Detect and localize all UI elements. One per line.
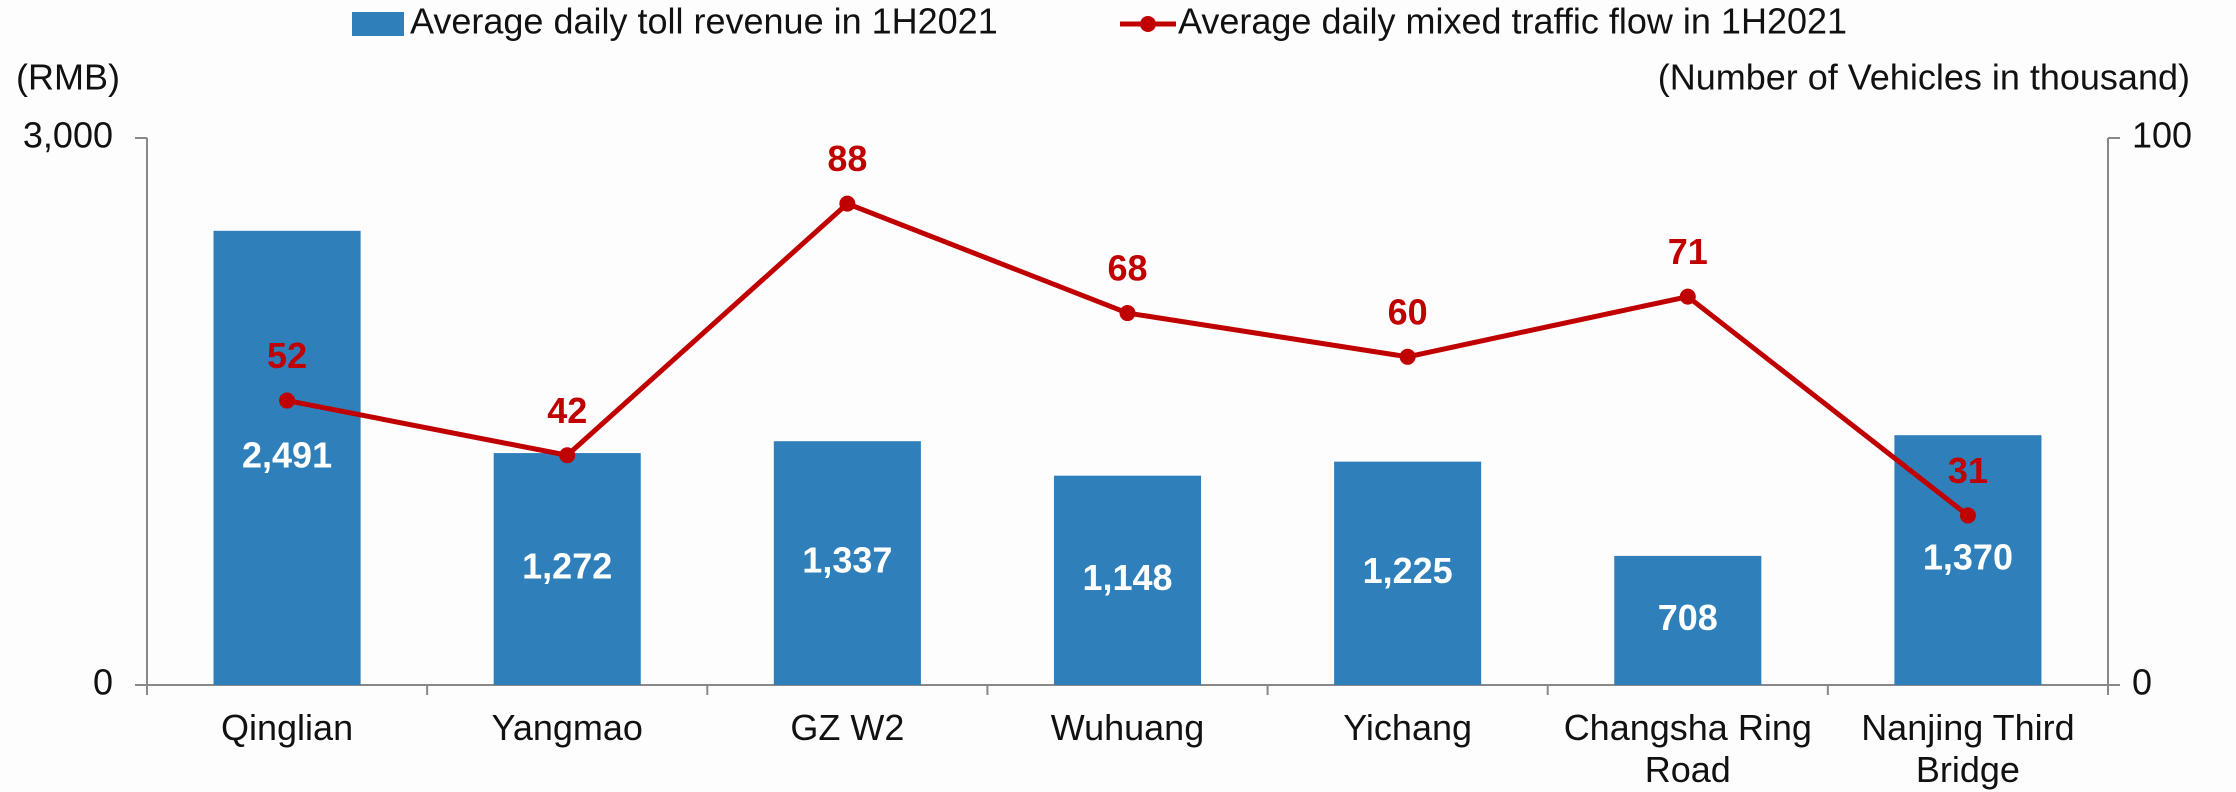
- line-value-label: 68: [1107, 248, 1147, 289]
- bar-value-label: 1,225: [1363, 550, 1453, 591]
- y2-axis-label: (Number of Vehicles in thousand): [1658, 57, 2190, 98]
- y-tick-label: 3,000: [23, 115, 113, 156]
- x-tick-label: Changsha Ring Road: [1563, 707, 1812, 790]
- x-tick-label: Qinglian: [221, 707, 354, 748]
- line-point: [1119, 305, 1136, 322]
- bar: [773, 441, 921, 685]
- line-value-label: 52: [267, 335, 307, 376]
- x-tick-label: Yichang: [1343, 707, 1473, 748]
- line-value-label: 31: [1948, 450, 1988, 491]
- line-value-label: 60: [1388, 291, 1428, 332]
- line-point: [1399, 348, 1416, 365]
- bar: [1053, 475, 1202, 685]
- y2-tick-label: 100: [2132, 115, 2192, 156]
- legend-swatch-dot: [1140, 16, 1156, 32]
- line-point: [1959, 507, 1976, 524]
- bar: [1614, 555, 1762, 685]
- bar-value-label: 2,491: [242, 434, 332, 475]
- x-tick-label: Nanjing Third Bridge: [1861, 707, 2075, 790]
- line-value-label: 88: [827, 138, 867, 179]
- x-tick-label: GZ W2: [790, 707, 905, 748]
- bar-value-label: 1,148: [1082, 557, 1172, 598]
- line-value-label: 42: [547, 390, 587, 431]
- legend-swatch: [352, 12, 404, 36]
- line-point: [559, 447, 576, 464]
- bar-value-label: 708: [1658, 597, 1718, 638]
- bar: [493, 453, 641, 685]
- line-point: [1679, 288, 1696, 305]
- bar: [1334, 461, 1482, 685]
- y-tick-label: 0: [93, 662, 113, 703]
- y2-tick-label: 0: [2132, 662, 2152, 703]
- bar-value-label: 1,370: [1923, 537, 2013, 578]
- line-point: [279, 392, 296, 409]
- line-value-label: 71: [1668, 231, 1708, 272]
- bar-value-label: 1,272: [522, 546, 612, 587]
- bar: [213, 230, 361, 685]
- line-point: [839, 195, 856, 212]
- bar-value-label: 1,337: [802, 540, 892, 581]
- x-tick-label: Wuhuang: [1050, 707, 1205, 748]
- legend-label: Average daily mixed traffic flow in 1H20…: [1178, 1, 1847, 42]
- y-axis-label: (RMB): [16, 57, 120, 98]
- x-tick-label: Yangmao: [491, 707, 643, 748]
- legend-label: Average daily toll revenue in 1H2021: [410, 1, 998, 42]
